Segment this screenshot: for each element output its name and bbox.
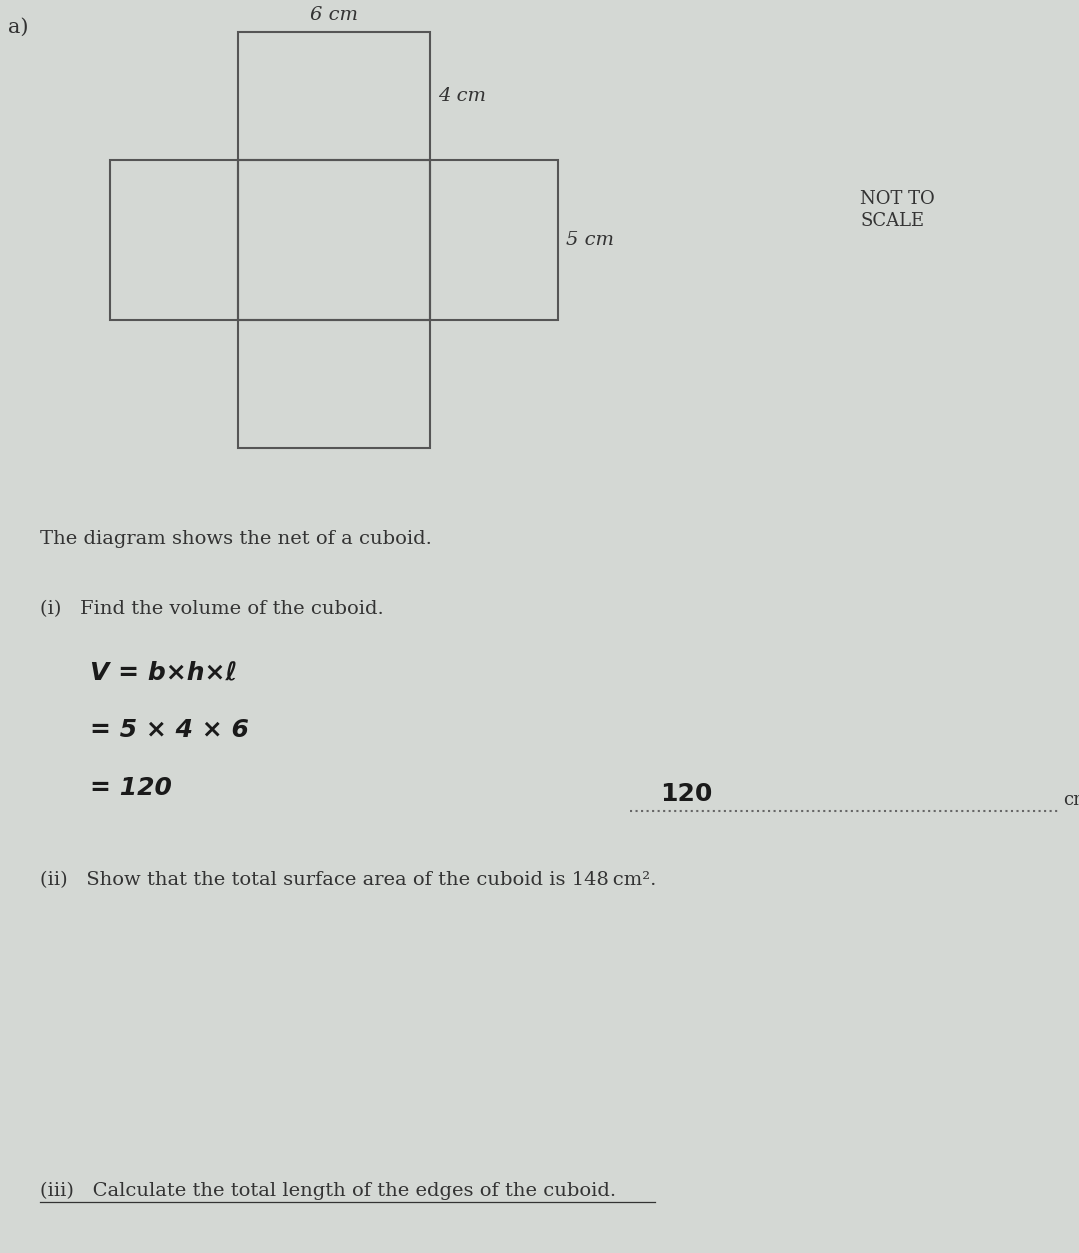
Bar <box>238 33 431 160</box>
Text: NOT TO: NOT TO <box>860 190 934 208</box>
Text: 120: 120 <box>660 782 712 806</box>
Text: V = b×h×ℓ: V = b×h×ℓ <box>90 660 237 684</box>
Text: = 120: = 120 <box>90 776 172 799</box>
Bar <box>431 160 558 320</box>
Bar <box>238 160 431 320</box>
Text: = 5 × 4 × 6: = 5 × 4 × 6 <box>90 718 249 742</box>
Text: a): a) <box>8 18 28 38</box>
Text: cm³: cm³ <box>1063 791 1079 809</box>
Text: SCALE: SCALE <box>860 212 924 231</box>
Text: 5 cm: 5 cm <box>566 231 614 249</box>
Text: The diagram shows the net of a cuboid.: The diagram shows the net of a cuboid. <box>40 530 432 548</box>
Bar <box>110 160 238 320</box>
Text: 6 cm: 6 cm <box>310 6 358 24</box>
Text: (i)   Find the volume of the cuboid.: (i) Find the volume of the cuboid. <box>40 600 384 618</box>
Text: (iii)   Calculate the total length of the edges of the cuboid.: (iii) Calculate the total length of the … <box>40 1182 616 1200</box>
Bar <box>238 320 431 449</box>
Text: (ii)   Show that the total surface area of the cuboid is 148 cm².: (ii) Show that the total surface area of… <box>40 871 656 888</box>
Text: 4 cm: 4 cm <box>438 86 486 105</box>
